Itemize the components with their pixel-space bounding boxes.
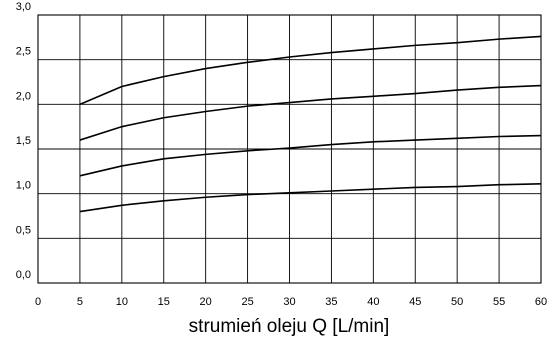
- y-tick-label: 1,5: [16, 135, 31, 147]
- y-tick-label: 1,0: [16, 180, 31, 192]
- x-tick-label: 5: [77, 296, 83, 308]
- y-tick-label: 3,0: [16, 1, 31, 13]
- y-tick-label: 2,5: [16, 46, 31, 58]
- series-line-2: [79, 84, 542, 141]
- x-tick-label: 60: [535, 296, 547, 308]
- x-axis-label: strumień oleju Q [L/min]: [189, 316, 390, 337]
- x-tick-label: 30: [283, 296, 295, 308]
- y-axis-ticks: 0,0 0,5 1,0 1,5 2,0 2,5 3,0: [16, 1, 31, 281]
- x-tick-label: 20: [200, 296, 212, 308]
- series-group: [79, 35, 542, 213]
- x-tick-label: 10: [116, 296, 128, 308]
- grid: [37, 14, 542, 284]
- x-tick-label: 15: [158, 296, 170, 308]
- x-tick-label: 40: [367, 296, 379, 308]
- plot-frame: [37, 14, 542, 284]
- y-tick-label: 0,0: [16, 269, 31, 281]
- x-tick-label: 35: [325, 296, 337, 308]
- series-line-1: [79, 35, 542, 106]
- x-tick-label: 55: [493, 296, 505, 308]
- y-tick-label: 0,5: [16, 224, 31, 236]
- x-tick-label: 50: [451, 296, 463, 308]
- x-tick-label: 0: [35, 296, 41, 308]
- x-tick-label: 45: [409, 296, 421, 308]
- x-tick-label: 25: [241, 296, 253, 308]
- x-axis-ticks: 0 5 10 15 20 25 30 35 40 45 50 55 60: [35, 296, 547, 308]
- series-line-4: [79, 183, 542, 213]
- y-tick-label: 2,0: [16, 90, 31, 102]
- series-line-3: [79, 134, 542, 177]
